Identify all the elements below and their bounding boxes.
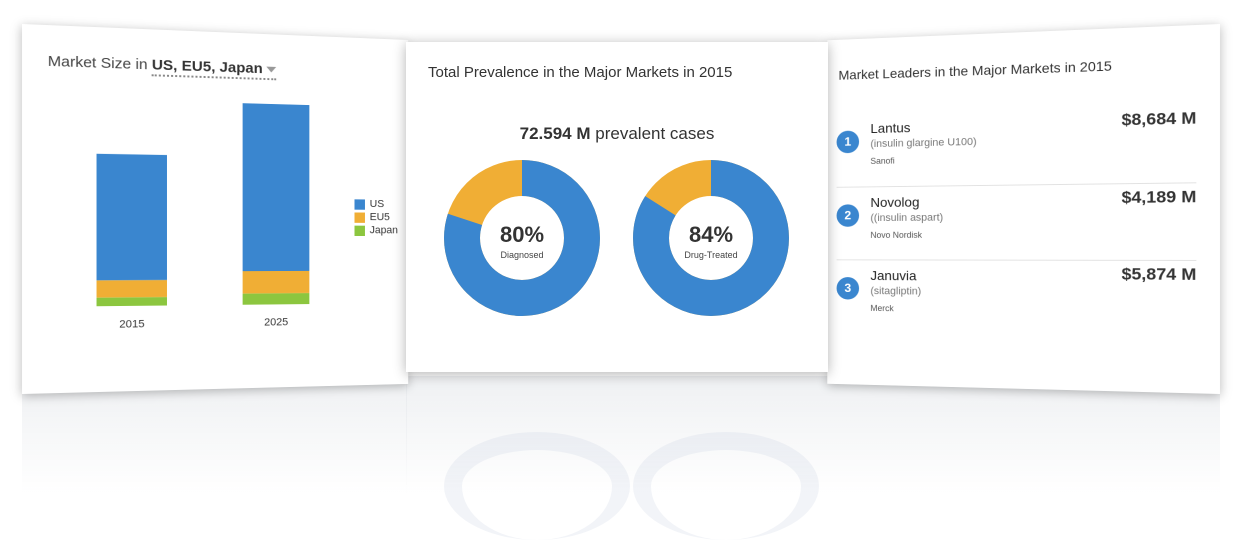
drug-sales: $8,684 M	[1121, 108, 1197, 130]
rank-badge: 2	[836, 204, 860, 227]
prevalence-total: 72.594 M prevalent cases	[406, 124, 828, 144]
drug-treated-label: Drug-Treated	[684, 250, 738, 260]
x-tick-label: 2025	[264, 316, 288, 328]
drug-name: Novolog	[870, 194, 920, 210]
reflection-left	[22, 376, 407, 494]
drug-generic-name: (insulin glargine U100)	[870, 136, 977, 150]
drug-treated-donut: 84% Drug-Treated	[633, 160, 789, 316]
prevalence-total-value: 72.594 M	[519, 124, 591, 143]
market-leaders-title: Market Leaders in the Major Markets in 2…	[838, 57, 1112, 83]
drug-generic-name: (sitagliptin)	[870, 285, 922, 298]
diagnosed-percent: 80%	[499, 222, 545, 247]
legend-swatch	[354, 225, 365, 236]
drug-company: Sanofi	[870, 155, 895, 166]
legend-swatch	[354, 212, 365, 223]
drug-name: Lantus	[870, 119, 911, 136]
prevalence-title: Total Prevalence in the Major Markets in…	[428, 64, 733, 81]
prevalence-card: Total Prevalence in the Major Markets in…	[406, 42, 828, 372]
market-size-bar-chart: 2015 2025	[96, 103, 310, 331]
reflection-right	[828, 376, 1220, 494]
drug-name: Januvia	[870, 267, 917, 284]
legend-label: US	[369, 198, 385, 210]
leader-item[interactable]: 1 Lantus (insulin glargine U100) Sanofi …	[836, 105, 1197, 187]
legend-item-us[interactable]: US	[354, 197, 398, 210]
bar-us-2015[interactable]	[96, 153, 167, 281]
diagnosed-donut-chart	[444, 160, 600, 316]
drug-treated-percent: 84%	[688, 222, 734, 247]
market-leaders-card: Market Leaders in the Major Markets in 2…	[827, 24, 1220, 394]
rank-badge: 1	[836, 130, 860, 154]
legend-swatch	[354, 198, 365, 210]
rank-badge: 3	[836, 277, 860, 300]
diagnosed-donut-value	[444, 160, 600, 316]
leader-item[interactable]: 2 Novolog ((insulin aspart) Novo Nordisk…	[836, 182, 1197, 261]
diagnosed-label: Diagnosed	[500, 250, 544, 260]
chart-legend: US EU5 Japan	[354, 197, 398, 237]
drug-sales: $4,189 M	[1121, 187, 1197, 207]
drug-company: Merck	[870, 303, 894, 314]
reflection-center	[406, 376, 828, 540]
bar-eu5-2025[interactable]	[242, 270, 310, 294]
prevalence-total-suffix: prevalent cases	[595, 124, 715, 143]
drug-treated-donut-value	[633, 160, 789, 316]
drug-company: Novo Nordisk	[870, 230, 923, 240]
diagnosed-donut: 80% Diagnosed	[444, 160, 600, 316]
drug-generic-name: ((insulin aspart)	[870, 212, 944, 224]
legend-item-japan[interactable]: Japan	[354, 224, 398, 237]
leader-item[interactable]: 3 Januvia (sitagliptin) Merck $5,874 M	[836, 259, 1197, 339]
bar-japan-2015[interactable]	[96, 297, 167, 307]
legend-label: EU5	[369, 211, 390, 224]
drug-sales: $5,874 M	[1121, 264, 1197, 284]
dashboard-stage: Market Size in US, EU5, Japan 2015 2025 U…	[22, 24, 1220, 540]
bar-japan-2025[interactable]	[242, 293, 310, 305]
bar-us-2025[interactable]	[242, 103, 310, 272]
legend-label: Japan	[369, 224, 398, 237]
bar-eu5-2015[interactable]	[96, 279, 167, 298]
x-tick-label: 2015	[119, 318, 144, 330]
drug-treated-donut-chart	[633, 160, 789, 316]
legend-item-eu5[interactable]: EU5	[354, 211, 398, 224]
market-size-card: Market Size in US, EU5, Japan 2015 2025 U…	[22, 24, 409, 394]
